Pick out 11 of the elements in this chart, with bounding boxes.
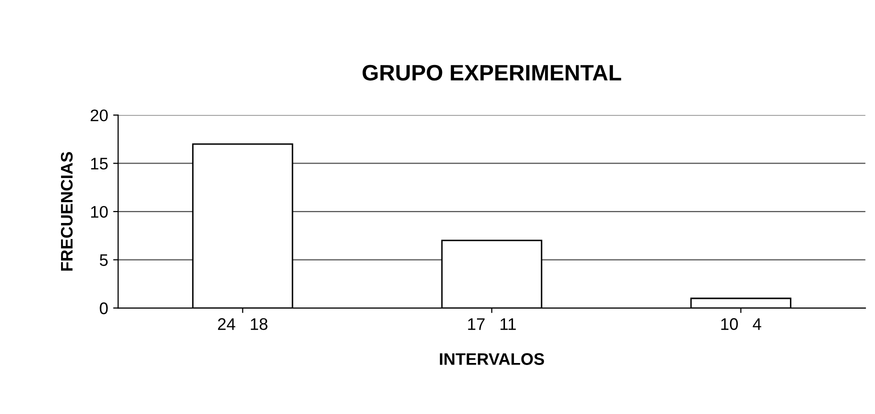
- chart-title: GRUPO EXPERIMENTAL: [362, 64, 622, 81]
- x-tick-label: 10 4: [721, 318, 762, 330]
- x-tick-label: 17 11: [468, 318, 516, 330]
- y-tick-label: 20: [90, 109, 108, 122]
- x-tick-label: 24 18: [218, 318, 268, 330]
- y-tick-label: 5: [100, 254, 108, 266]
- y-tick-label: 0: [100, 302, 108, 314]
- y-tick-label: 15: [91, 158, 108, 170]
- y-tick-label: 10: [91, 206, 108, 218]
- y-axis-title: FRECUENCIAS: [60, 152, 73, 271]
- x-axis-title: INTERVALOS: [440, 353, 544, 365]
